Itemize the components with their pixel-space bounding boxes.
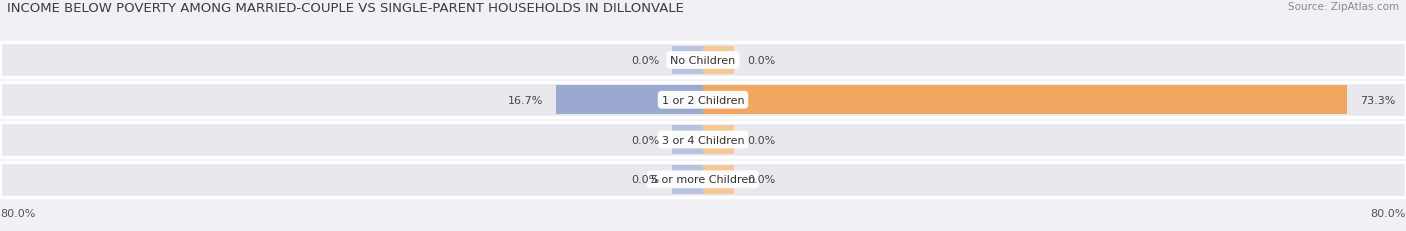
Text: 80.0%: 80.0% bbox=[1371, 208, 1406, 218]
Text: 73.3%: 73.3% bbox=[1360, 95, 1396, 105]
Text: 80.0%: 80.0% bbox=[0, 208, 35, 218]
Text: No Children: No Children bbox=[671, 56, 735, 66]
Text: 16.7%: 16.7% bbox=[508, 95, 543, 105]
Bar bbox=[0, 122, 1406, 157]
Bar bbox=[703, 126, 734, 154]
Bar bbox=[703, 86, 1347, 115]
Text: 0.0%: 0.0% bbox=[631, 175, 659, 185]
Text: 3 or 4 Children: 3 or 4 Children bbox=[662, 135, 744, 145]
Text: 0.0%: 0.0% bbox=[747, 135, 775, 145]
Text: Source: ZipAtlas.com: Source: ZipAtlas.com bbox=[1288, 2, 1399, 12]
Bar bbox=[0, 83, 1406, 118]
Text: 5 or more Children: 5 or more Children bbox=[651, 175, 755, 185]
Bar bbox=[703, 46, 734, 75]
Text: 0.0%: 0.0% bbox=[631, 56, 659, 66]
Text: 0.0%: 0.0% bbox=[747, 175, 775, 185]
Text: 1 or 2 Children: 1 or 2 Children bbox=[662, 95, 744, 105]
Bar bbox=[0, 162, 1406, 197]
Text: 0.0%: 0.0% bbox=[631, 135, 659, 145]
Bar bbox=[672, 165, 703, 194]
Bar bbox=[557, 86, 703, 115]
Bar bbox=[703, 165, 734, 194]
Text: INCOME BELOW POVERTY AMONG MARRIED-COUPLE VS SINGLE-PARENT HOUSEHOLDS IN DILLONV: INCOME BELOW POVERTY AMONG MARRIED-COUPL… bbox=[7, 2, 683, 15]
Bar bbox=[672, 126, 703, 154]
Text: 0.0%: 0.0% bbox=[747, 56, 775, 66]
Bar bbox=[0, 43, 1406, 78]
Bar bbox=[672, 46, 703, 75]
